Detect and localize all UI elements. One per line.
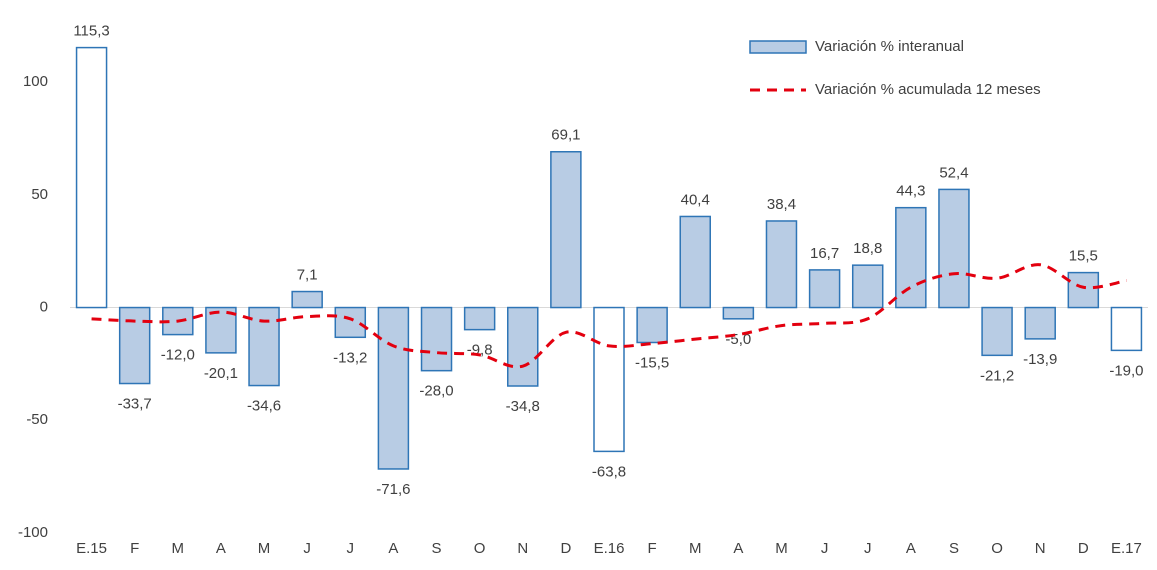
data-label: 38,4 [767,196,796,213]
x-tick-label: F [130,540,139,557]
data-label: -71,6 [376,481,410,498]
y-tick-label: -50 [26,411,48,428]
y-tick-label: -100 [18,524,48,541]
line [91,263,1127,369]
bar [679,215,711,309]
x-tick-label: M [172,540,185,557]
data-label: -28,0 [419,383,453,400]
x-tick-label: A [733,540,743,557]
x-tick-label: E.16 [594,540,625,557]
data-label: 15,5 [1069,248,1098,265]
bar [463,306,496,331]
x-tick-label: D [1078,540,1089,557]
bar [334,306,367,339]
y-tick-label: 0 [40,299,48,316]
bar [1110,306,1143,352]
x-tick-label: E.17 [1111,540,1142,557]
x-tick-label: M [775,540,788,557]
bar [851,264,884,309]
x-tick-label: J [347,540,355,557]
legend-label: Variación % acumulada 12 meses [815,81,1041,98]
bar [593,306,625,453]
data-label: -13,2 [333,349,367,366]
bar [118,306,151,385]
data-label: -12,0 [161,347,195,364]
x-tick-label: A [906,540,916,557]
bar [507,306,539,387]
data-label: 44,3 [896,183,925,200]
data-label: 18,8 [853,240,882,257]
bar [722,306,755,320]
bar [765,220,798,309]
y-tick-label: 100 [23,73,48,90]
x-tick-label: M [689,540,702,557]
data-label: -13,9 [1023,351,1057,368]
y-tick-label: 50 [31,186,48,203]
x-tick-label: N [517,540,528,557]
x-tick-label: J [821,540,829,557]
x-tick-label: S [949,540,959,557]
data-label: 40,4 [681,191,710,208]
bar [248,306,280,387]
data-label: 52,4 [939,164,968,181]
x-tick-label: M [258,540,271,557]
bar [981,306,1013,357]
data-label: -63,8 [592,463,626,480]
data-label: 7,1 [297,267,318,284]
bar [550,151,582,309]
data-label: -34,8 [506,398,540,415]
data-label: -33,7 [118,395,152,412]
x-tick-label: D [560,540,571,557]
x-tick-label: E.15 [76,540,107,557]
bar [1067,271,1100,309]
data-label: -15,5 [635,354,669,371]
data-label: 115,3 [73,23,109,40]
bar [75,46,108,309]
bar [938,188,970,309]
x-tick-label: S [432,540,442,557]
x-tick-label: J [303,540,311,557]
data-label: -19,0 [1109,362,1143,379]
bar [808,269,841,309]
bar [420,306,453,372]
data-label: -34,6 [247,398,281,415]
bar [1024,306,1056,340]
bar [636,306,668,344]
legend-swatch [749,40,807,54]
data-label: -21,2 [980,367,1014,384]
bar [205,306,237,354]
data-label: 16,7 [810,245,839,262]
x-tick-label: J [864,540,872,557]
data-label: -20,1 [204,365,238,382]
x-tick-label: O [474,540,486,557]
bar [291,290,323,309]
x-tick-label: O [991,540,1003,557]
bar [895,206,927,309]
x-tick-label: A [388,540,398,557]
x-tick-label: N [1035,540,1046,557]
data-label: 69,1 [551,127,580,144]
legend-label: Variación % interanual [815,38,964,55]
bar [377,306,410,470]
x-tick-label: A [216,540,226,557]
x-tick-label: F [648,540,657,557]
